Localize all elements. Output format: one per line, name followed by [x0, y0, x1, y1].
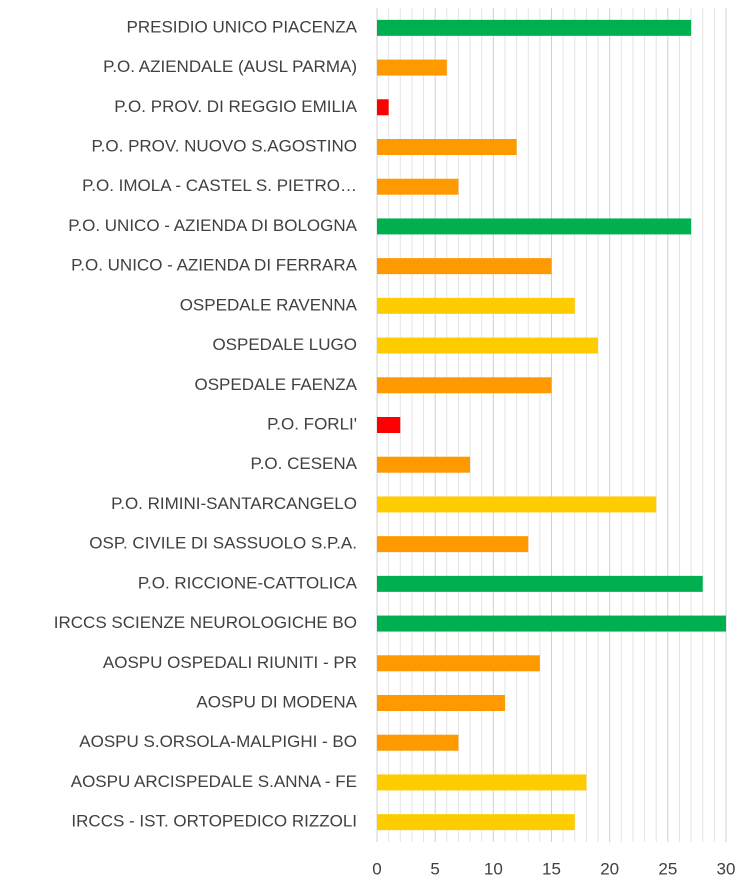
y-tick-label: P.O. UNICO - AZIENDA DI FERRARA [71, 256, 358, 275]
x-tick-label: 5 [430, 859, 439, 878]
x-tick-label: 15 [542, 859, 561, 878]
bar [377, 814, 575, 831]
bar [377, 536, 529, 553]
y-tick-label: AOSPU S.ORSOLA-MALPIGHI - BO [79, 732, 357, 751]
bar [377, 774, 587, 791]
bar [377, 139, 517, 155]
bar [377, 377, 552, 394]
y-tick-label: IRCCS - IST. ORTOPEDICO RIZZOLI [71, 812, 357, 831]
bar [377, 575, 703, 592]
y-tick-label: PRESIDIO UNICO PIACENZA [127, 17, 358, 36]
bar [377, 695, 505, 711]
bar [377, 218, 692, 235]
bar [377, 615, 726, 632]
bar [377, 496, 657, 513]
x-tick-label: 20 [600, 859, 619, 878]
bar [377, 99, 389, 116]
y-tick-label: OSP. CIVILE DI SASSUOLO S.P.A. [89, 534, 357, 553]
y-tick-label: P.O. PROV. NUOVO S.AGOSTINO [92, 136, 357, 155]
bar [377, 734, 459, 751]
bar [377, 19, 692, 36]
y-tick-label: P.O. RICCIONE-CATTOLICA [138, 573, 358, 592]
x-tick-label: 25 [658, 859, 677, 878]
x-tick-label: 0 [372, 859, 381, 878]
y-tick-label: OSPEDALE FAENZA [195, 375, 358, 394]
bar [377, 178, 459, 195]
bar [377, 655, 540, 672]
y-tick-label: AOSPU ARCISPEDALE S.ANNA - FE [71, 772, 357, 791]
y-tick-label: P.O. IMOLA - CASTEL S. PIETRO… [82, 176, 357, 195]
y-tick-label: P.O. AZIENDALE (AUSL PARMA) [103, 57, 357, 76]
bar [377, 456, 471, 473]
y-tick-label: OSPEDALE LUGO [212, 335, 357, 354]
y-tick-label: P.O. CESENA [251, 454, 358, 473]
bar [377, 417, 401, 433]
y-tick-label: AOSPU OSPEDALI RIUNITI - PR [103, 653, 357, 672]
y-tick-label: IRCCS SCIENZE NEUROLOGICHE BO [54, 613, 357, 632]
x-tick-label: 30 [717, 859, 736, 878]
bar [377, 337, 599, 354]
y-tick-label: P.O. FORLI' [267, 414, 357, 433]
y-tick-label: AOSPU DI MODENA [196, 692, 357, 711]
bar [377, 59, 447, 76]
y-tick-label: P.O. UNICO - AZIENDA DI BOLOGNA [68, 216, 357, 235]
y-tick-label: P.O. RIMINI-SANTARCANGELO [111, 494, 357, 513]
bar [377, 258, 552, 275]
y-tick-label: OSPEDALE RAVENNA [180, 295, 358, 314]
y-tick-label: P.O. PROV. DI REGGIO EMILIA [114, 97, 357, 116]
x-tick-label: 10 [484, 859, 503, 878]
bar [377, 297, 575, 314]
